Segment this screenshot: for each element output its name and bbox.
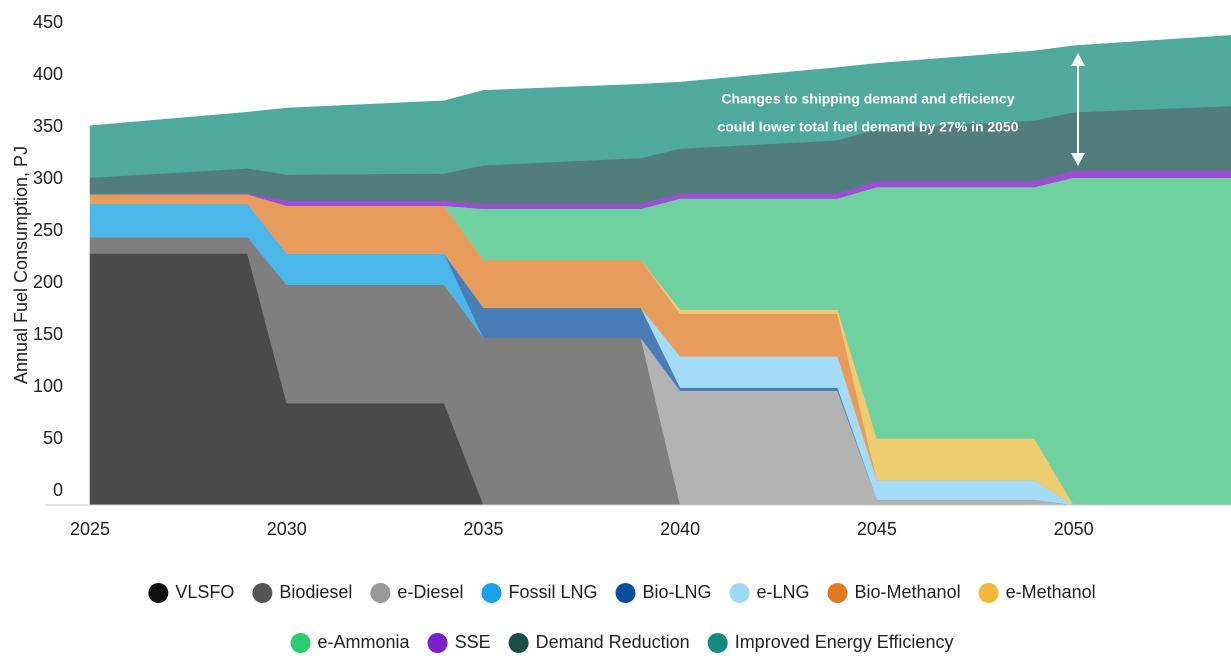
- arrow-head: [1071, 53, 1085, 66]
- x-tick-label: 2040: [660, 519, 700, 539]
- legend-item: Bio-Methanol: [827, 582, 961, 603]
- legend-item: Bio-LNG: [615, 582, 712, 603]
- legend-label: Biodiesel: [279, 582, 352, 602]
- legend-item: e-Ammonia: [290, 632, 411, 653]
- legend-item: e-Methanol: [978, 582, 1096, 603]
- legend-item: e-LNG: [729, 582, 810, 603]
- legend-label: e-Diesel: [397, 582, 463, 602]
- y-tick-label: 300: [33, 168, 63, 188]
- y-tick-label: 150: [33, 324, 63, 344]
- legend-swatch: [729, 583, 750, 603]
- y-tick-label: 350: [33, 116, 63, 136]
- y-tick-label: 200: [33, 272, 63, 292]
- legend-label: Bio-LNG: [642, 582, 711, 602]
- x-tick-label: 2025: [70, 519, 110, 539]
- legend-label: e-LNG: [757, 582, 810, 602]
- legend-item: Improved Energy Efficiency: [707, 632, 954, 653]
- y-tick-label: 100: [33, 376, 63, 396]
- legend-item: Biodiesel: [252, 582, 352, 603]
- legend-swatch: [508, 633, 529, 653]
- legend-label: e-Ammonia: [318, 632, 411, 652]
- arrow-head: [1071, 153, 1085, 166]
- x-tick-label: 2045: [857, 519, 897, 539]
- legend-swatch: [290, 633, 311, 653]
- annotation: could lower total fuel demand by 27% in …: [717, 119, 1018, 135]
- legend-item: Fossil LNG: [481, 582, 597, 603]
- x-tick-label: 2030: [267, 519, 307, 539]
- y-tick-label: 400: [33, 64, 63, 84]
- legend-item: VLSFO: [148, 582, 234, 603]
- x-tick-label: 2035: [463, 519, 503, 539]
- y-tick-label: 0: [53, 480, 63, 500]
- area: [89, 35, 1231, 178]
- legend-item: SSE: [427, 632, 491, 653]
- legend-label: VLSFO: [175, 582, 234, 602]
- legend-label: Fossil LNG: [508, 582, 597, 602]
- legend-label: SSE: [455, 632, 491, 652]
- legend-swatch: [427, 633, 448, 653]
- legend-label: Bio-Methanol: [855, 582, 961, 602]
- legend-label: Demand Reduction: [536, 632, 690, 652]
- legend-item: Demand Reduction: [508, 632, 690, 653]
- legend-label: e-Methanol: [1006, 582, 1096, 602]
- annotation: Changes to shipping demand and efficienc…: [721, 91, 1014, 107]
- x-tick-label: 2050: [1054, 519, 1094, 539]
- legend-swatch: [148, 583, 169, 603]
- legend-row: e-Ammonia SSE Demand Reduction Improved Ene…: [290, 632, 954, 653]
- legend-label: Improved Energy Efficiency: [735, 632, 954, 652]
- y-tick-label: 250: [33, 220, 63, 240]
- legend-swatch: [978, 583, 999, 603]
- y-tick-label: 450: [33, 12, 63, 32]
- y-tick-label: 50: [43, 428, 63, 448]
- legend-row: VLSFO Biodiesel e-Diesel Fossil LNG Bio-LNG e…: [148, 582, 1096, 603]
- legend-item: e-Diesel: [370, 582, 463, 603]
- legend-swatch: [615, 583, 636, 603]
- legend-swatch: [252, 583, 273, 603]
- y-axis-label: Annual Fuel Consumption, PJ: [11, 146, 31, 384]
- legend-swatch: [370, 583, 391, 603]
- legend-swatch: [827, 583, 848, 603]
- legend-swatch: [707, 633, 728, 653]
- legend-swatch: [481, 583, 502, 603]
